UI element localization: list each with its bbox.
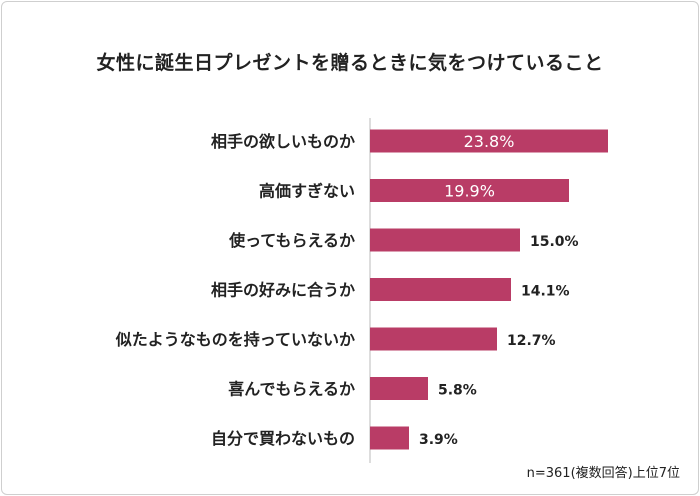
value-label: 23.8% bbox=[464, 132, 515, 151]
bar bbox=[370, 327, 497, 351]
category-label: 相手の好みに合うか bbox=[211, 281, 355, 300]
bar bbox=[370, 179, 569, 202]
bar bbox=[370, 426, 409, 450]
value-label: 15.0% bbox=[530, 234, 579, 250]
value-label: 19.9% bbox=[444, 182, 495, 201]
category-label: 似たようなものを持っていないか bbox=[115, 330, 355, 349]
category-label: 高価すぎない bbox=[259, 182, 355, 201]
chart-title: 女性に誕生日プレゼントを贈るときに気をつけていること bbox=[96, 52, 604, 74]
sample-note: n=361(複数回答)上位7位 bbox=[526, 466, 680, 481]
bar bbox=[370, 377, 428, 400]
bar bbox=[370, 129, 608, 153]
value-label: 14.1% bbox=[521, 284, 570, 300]
value-label: 12.7% bbox=[507, 333, 556, 349]
bar bbox=[370, 228, 520, 252]
category-label: 使ってもらえるか bbox=[228, 231, 355, 250]
category-label: 喜んでもらえるか bbox=[228, 380, 355, 399]
category-label: 自分で買わないもの bbox=[211, 429, 355, 448]
category-label: 相手の欲しいものか bbox=[211, 132, 355, 151]
value-label: 5.8% bbox=[438, 383, 477, 399]
bar bbox=[370, 278, 511, 301]
value-label: 3.9% bbox=[419, 432, 458, 448]
